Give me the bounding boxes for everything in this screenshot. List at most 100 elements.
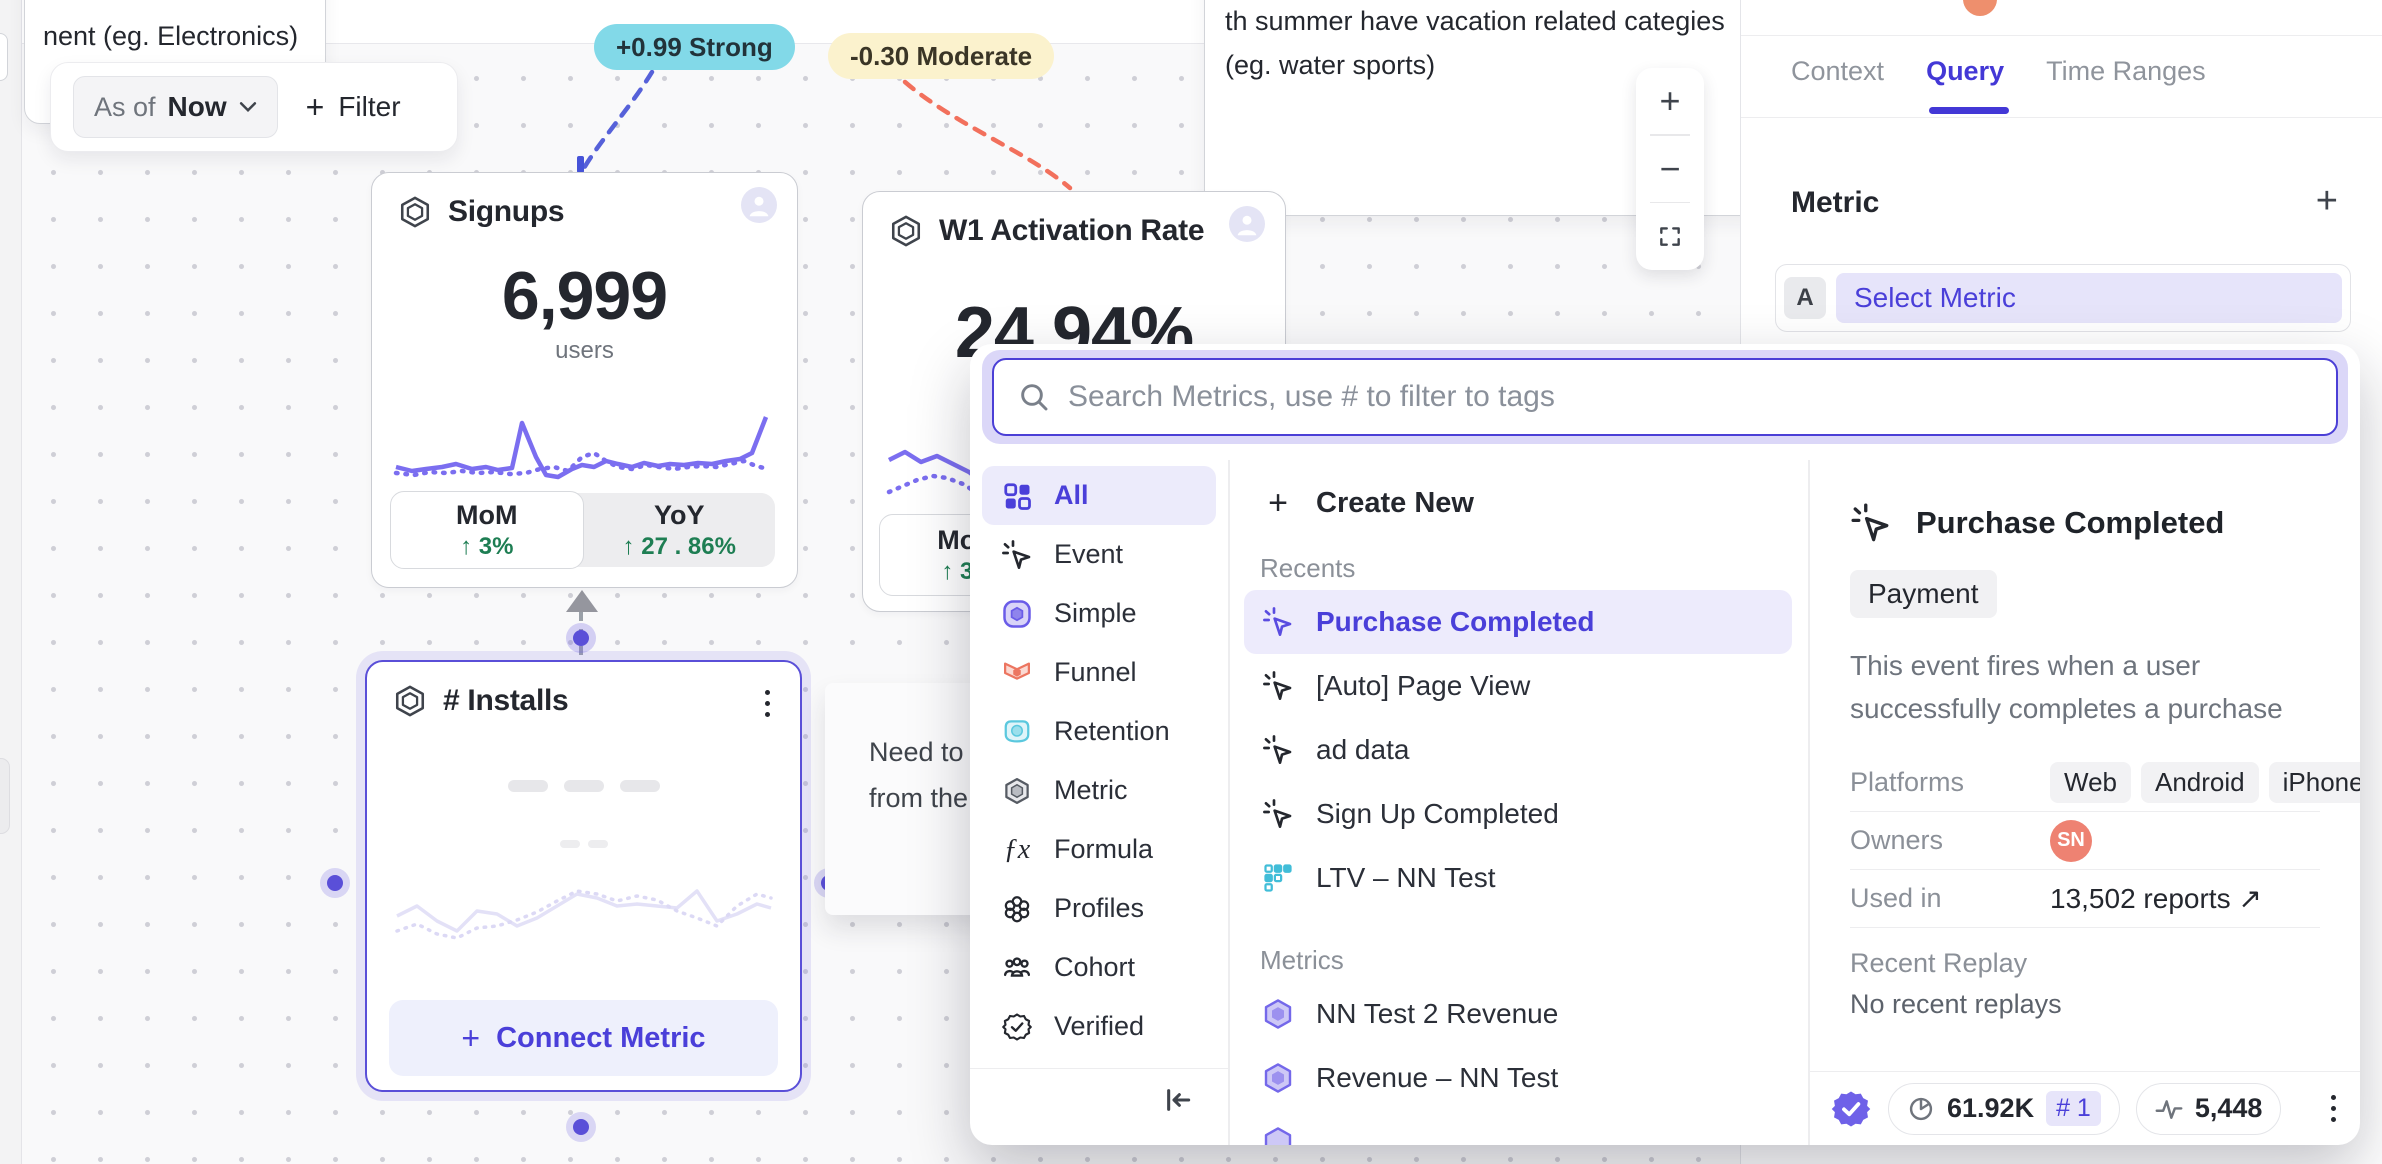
active-tab-indicator <box>1929 107 2009 114</box>
add-metric-button[interactable]: + <box>2315 180 2338 222</box>
sparkline-chart <box>393 416 771 480</box>
collapse-sidebar-button[interactable] <box>1162 1084 1194 1121</box>
comparison-toggle: MoM ↑ 3% YoY ↑ 27 . 86% <box>390 491 775 569</box>
list-item-ltv-nn-test[interactable]: LTV – NN Test <box>1228 846 1808 910</box>
card-header: W1 Activation Rate <box>889 214 1205 248</box>
offscreen-card-edge <box>0 33 8 81</box>
add-filter-button[interactable]: + Filter <box>306 91 401 123</box>
used-in-row: Used in 13,502 reports ↗ <box>1850 870 2320 928</box>
detail-footer: 61.92K # 1 5,448 <box>1808 1071 2360 1145</box>
metric-hexagon-icon <box>400 196 430 228</box>
as-of-value: Now <box>167 91 227 122</box>
metric-detail-panel: Purchase Completed Payment This event fi… <box>1808 460 2360 1071</box>
category-all[interactable]: All <box>982 466 1216 525</box>
recent-replay-label: Recent Replay <box>1850 948 2028 978</box>
tab-context[interactable]: Context <box>1791 56 1885 86</box>
avatar <box>1229 206 1265 242</box>
more-options-button[interactable] <box>2331 1095 2336 1122</box>
category-funnel[interactable]: Funnel <box>970 643 1228 702</box>
metric-letter-badge: A <box>1784 277 1826 319</box>
card-title: Signups <box>448 195 565 228</box>
event-spark-icon <box>1260 734 1296 766</box>
metric-hexagon-icon <box>1000 776 1034 806</box>
retention-icon <box>1000 717 1034 747</box>
recents-header: Recents <box>1260 553 1356 583</box>
list-item-nn-test-2-revenue[interactable]: NN Test 2 Revenue <box>1228 982 1808 1046</box>
create-new-button[interactable]: + Create New <box>1228 470 1808 536</box>
events-count-pill[interactable]: 61.92K # 1 <box>1888 1082 2120 1135</box>
platform-chip: Android <box>2141 762 2259 803</box>
category-simple[interactable]: Simple <box>970 584 1228 643</box>
connection-handle[interactable] <box>573 630 589 646</box>
connect-metric-button[interactable]: + Connect Metric <box>389 1000 778 1076</box>
mom-toggle[interactable]: MoM ↑ 3% <box>390 491 584 569</box>
search-input[interactable] <box>1068 380 2336 414</box>
metric-select-row[interactable]: A Select Metric <box>1775 264 2351 332</box>
zoom-out-button[interactable]: − <box>1659 147 1681 189</box>
connection-handle[interactable] <box>573 1119 589 1135</box>
recent-replay-value: No recent replays <box>1850 989 2062 1019</box>
tag-chip[interactable]: Payment <box>1850 570 1997 618</box>
list-item-partial <box>1228 1110 1808 1145</box>
category-retention[interactable]: Retention <box>970 702 1228 761</box>
event-spark-icon <box>1260 670 1296 702</box>
rank-chip: # 1 <box>2046 1091 2101 1126</box>
category-cohort[interactable]: Cohort <box>970 938 1228 997</box>
owner-avatar[interactable]: SN <box>2050 819 2092 862</box>
category-event[interactable]: Event <box>970 525 1228 584</box>
card-header: # Installs <box>393 684 569 718</box>
tab-query[interactable]: Query <box>1926 56 2005 86</box>
list-item-auto-page-view[interactable]: [Auto] Page View <box>1228 654 1808 718</box>
ghost-sparkline <box>395 889 773 940</box>
activity-count-pill[interactable]: 5,448 <box>2135 1082 2282 1135</box>
sticky-note-text: nent (eg. Electronics) <box>43 21 299 51</box>
search-bar[interactable] <box>992 358 2338 436</box>
fit-view-button[interactable] <box>1636 203 1704 269</box>
category-formula[interactable]: ƒx Formula <box>970 820 1228 879</box>
connector-arrowhead <box>566 590 598 612</box>
collapse-left-icon <box>1167 1089 1191 1111</box>
plus-icon: + <box>305 89 325 125</box>
list-item-sign-up-completed[interactable]: Sign Up Completed <box>1228 782 1808 846</box>
verified-seal-icon <box>1831 1091 1871 1126</box>
as-of-dropdown[interactable]: As of Now <box>73 76 278 138</box>
owners-row: Owners SN <box>1850 812 2320 870</box>
connection-handle[interactable] <box>327 875 343 891</box>
detail-description: This event fires when a user successfull… <box>1850 650 2283 724</box>
category-metric[interactable]: Metric <box>970 761 1228 820</box>
metric-hexagon-icon <box>395 685 425 717</box>
category-verified[interactable]: Verified <box>970 997 1228 1056</box>
correlation-badge-strong[interactable]: +0.99 Strong <box>594 24 795 70</box>
metric-hexagon-icon <box>891 215 921 247</box>
grid-icon <box>1000 481 1034 511</box>
as-of-label: As of <box>94 91 156 122</box>
cohort-people-icon <box>1000 953 1034 983</box>
metric-unit: users <box>555 337 614 364</box>
metric-card-signups[interactable]: Signups 6,999 users MoM ↑ 3% YoY ↑ 27 . … <box>371 172 798 588</box>
left-edge-strip <box>0 0 22 1164</box>
select-metric-field[interactable]: Select Metric <box>1836 273 2342 323</box>
detail-title: Purchase Completed <box>1916 505 2225 540</box>
correlation-badge-moderate[interactable]: -0.30 Moderate <box>828 33 1055 79</box>
metric-card-installs[interactable]: # Installs + Connect Metric <box>365 660 802 1092</box>
zoom-in-button[interactable]: + <box>1659 80 1681 121</box>
metric-picker-modal: All Event Simple <box>970 344 2360 1145</box>
filter-label: Filter <box>338 91 401 122</box>
used-in-link[interactable]: 13,502 reports ↗ <box>2050 883 2262 914</box>
card-menu-button[interactable] <box>765 690 770 717</box>
list-item-ad-data[interactable]: ad data <box>1228 718 1808 782</box>
card-header: Signups <box>398 195 565 229</box>
tab-time-ranges[interactable]: Time Ranges <box>2046 56 2206 86</box>
card-title: W1 Activation Rate <box>939 214 1205 247</box>
placeholder-bars <box>367 780 800 792</box>
metric-purple-hexagon-icon <box>1260 998 1296 1030</box>
formula-icon: ƒx <box>1003 833 1031 865</box>
yoy-toggle[interactable]: YoY ↑ 27 . 86% <box>622 499 736 560</box>
funnel-icon <box>1000 658 1034 688</box>
list-item-revenue-nn-test[interactable]: Revenue – NN Test <box>1228 1046 1808 1110</box>
metric-value: 6,999 <box>501 258 668 334</box>
list-item-purchase-completed[interactable]: Purchase Completed <box>1244 590 1792 654</box>
category-profiles[interactable]: Profiles <box>970 879 1228 938</box>
divider <box>970 1067 1228 1069</box>
